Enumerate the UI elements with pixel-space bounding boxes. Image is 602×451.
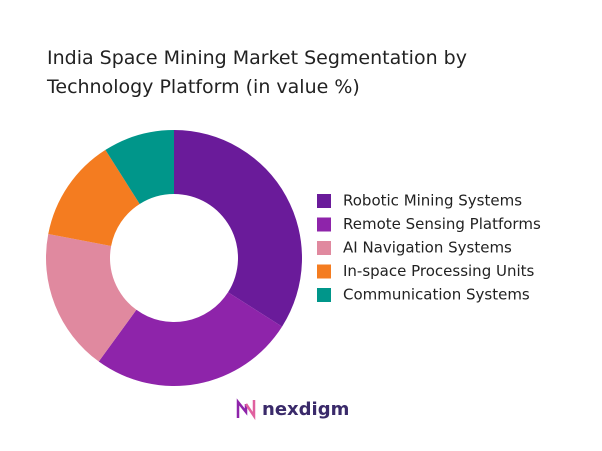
donut-slice bbox=[98, 292, 283, 386]
legend-swatch bbox=[317, 241, 331, 255]
legend-label: Robotic Mining Systems bbox=[343, 192, 522, 210]
legend-label: Communication Systems bbox=[343, 286, 530, 304]
donut-slice bbox=[105, 130, 174, 204]
legend-swatch bbox=[317, 288, 331, 302]
legend-label: AI Navigation Systems bbox=[343, 239, 512, 257]
legend-label: In-space Processing Units bbox=[343, 262, 535, 280]
chart-title: India Space Mining Market Segmentation b… bbox=[47, 47, 467, 98]
donut-slice bbox=[48, 149, 140, 247]
brand-icon bbox=[236, 398, 256, 421]
brand-name: nexdigm bbox=[262, 399, 349, 420]
legend-swatch bbox=[317, 264, 331, 279]
donut-slice bbox=[174, 130, 302, 327]
legend-swatch bbox=[317, 217, 331, 232]
donut-slice bbox=[46, 234, 137, 362]
legend-swatch bbox=[317, 194, 331, 208]
legend-label: Remote Sensing Platforms bbox=[343, 215, 541, 233]
